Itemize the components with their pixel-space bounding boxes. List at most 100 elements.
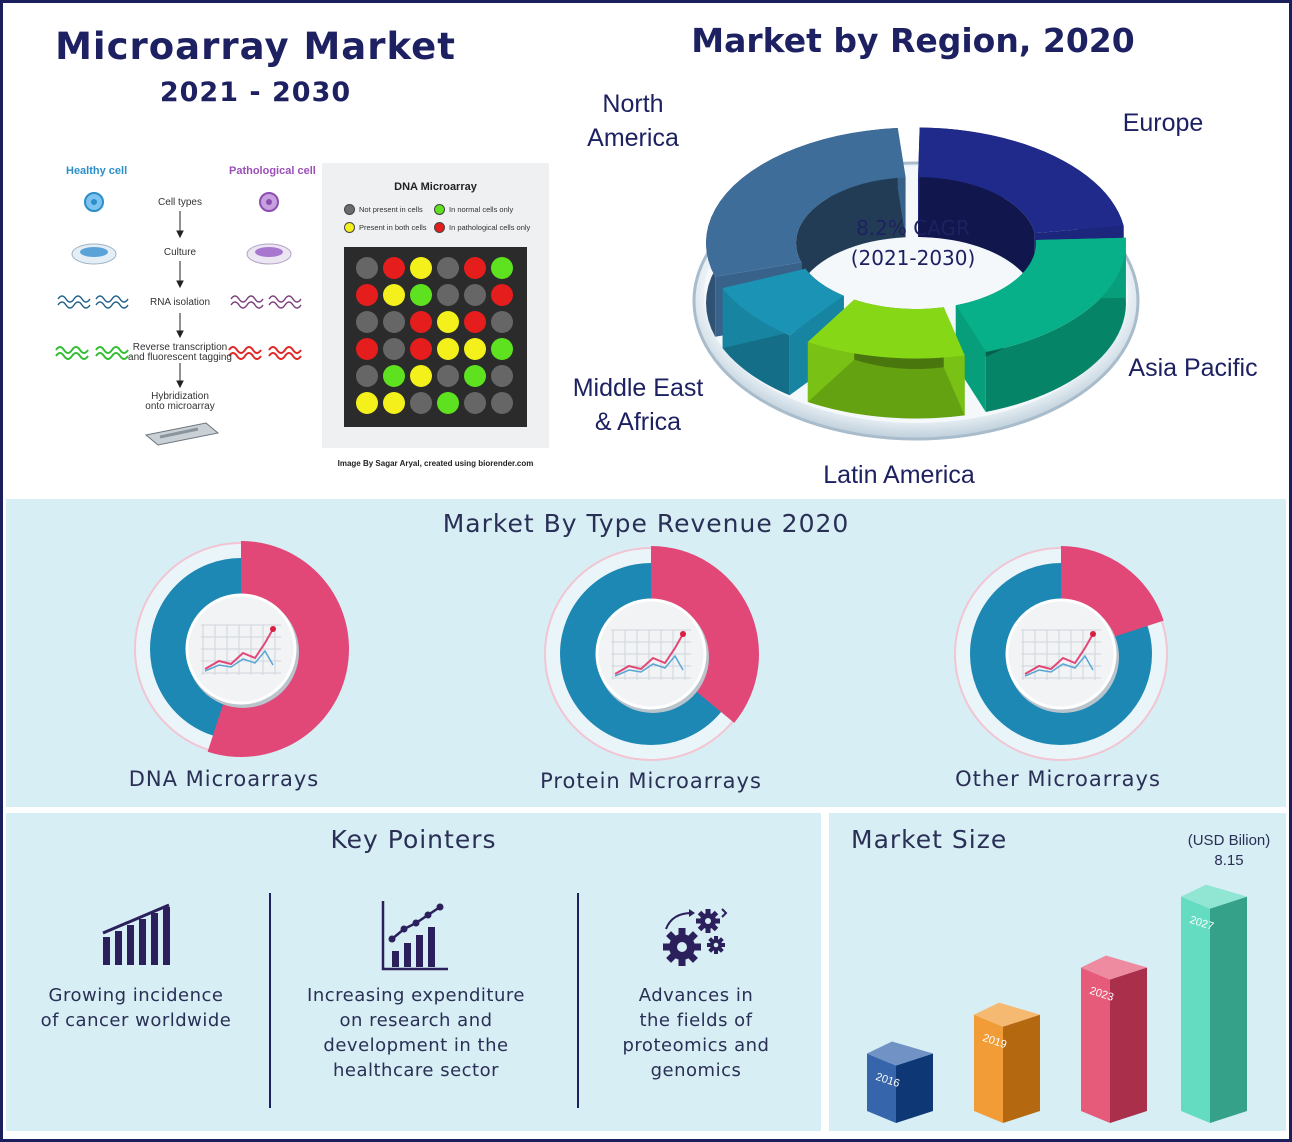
region-segment-latin-america bbox=[807, 299, 965, 419]
divider-2 bbox=[577, 893, 579, 1108]
step-fluorescent-tagging: and fluorescent tagging bbox=[128, 352, 232, 363]
trend-chart-icon bbox=[611, 629, 691, 680]
microarray-spot bbox=[491, 365, 513, 387]
image-credit: Image By Sagar Aryal, created using bior… bbox=[337, 459, 534, 468]
label-mea-line1: Middle East bbox=[572, 374, 704, 402]
green-dot-icon bbox=[434, 204, 445, 215]
step-onto-microarray: onto microarray bbox=[145, 401, 215, 412]
legend-both-label: Present in both cells bbox=[359, 223, 427, 232]
microarray-spot bbox=[464, 392, 486, 414]
pointer-1-line2: of cancer worldwide bbox=[40, 1010, 232, 1031]
dna-microarray-panel: DNA Microarray Not present in cells In n… bbox=[322, 163, 549, 448]
pointer-2-text: Increasing expenditure on research and d… bbox=[291, 983, 541, 1083]
trend-chart-icon bbox=[1021, 629, 1101, 680]
pointer-3-line1: Advances in bbox=[638, 985, 754, 1006]
key-pointers-section: Key Pointers Growing incidence of cancer… bbox=[6, 813, 821, 1131]
cell-diagram-art bbox=[55, 192, 302, 446]
legend-normal-only-label: In normal cells only bbox=[449, 205, 514, 214]
microarray-spot bbox=[410, 311, 432, 333]
market-size-bar-2019: 2019 bbox=[974, 1002, 1040, 1123]
label-mea-line2: & Africa bbox=[594, 408, 682, 436]
type-label-dna: DNA Microarrays bbox=[128, 767, 320, 791]
legend-both: Present in both cells bbox=[344, 222, 427, 233]
legend-not-present: Not present in cells bbox=[344, 204, 423, 215]
microarray-spot bbox=[491, 338, 513, 360]
market-size-bar-2023: 2023 bbox=[1081, 955, 1147, 1123]
pathological-tagged-rna-icon bbox=[228, 346, 302, 360]
microarray-spot bbox=[383, 392, 405, 414]
microarray-spot bbox=[356, 392, 378, 414]
microarray-slide-icon bbox=[144, 422, 220, 446]
microarray-spot bbox=[383, 338, 405, 360]
trend-chart-icon bbox=[201, 624, 281, 675]
page-title: Microarray Market bbox=[55, 25, 456, 68]
microarray-spot bbox=[437, 257, 459, 279]
healthy-rna-icon bbox=[57, 295, 129, 309]
microarray-spot bbox=[437, 284, 459, 306]
microarray-spot bbox=[356, 365, 378, 387]
microarray-spot bbox=[491, 311, 513, 333]
step-reverse-transcription: Reverse transcription bbox=[132, 342, 228, 353]
pathological-rna-icon bbox=[230, 295, 302, 309]
microarray-spot bbox=[464, 257, 486, 279]
legend-pathological-only-label: In pathological cells only bbox=[449, 223, 531, 232]
microarray-spot bbox=[437, 311, 459, 333]
microarray-spot bbox=[491, 392, 513, 414]
region-donut-chart bbox=[692, 127, 1140, 441]
yellow-dot-icon bbox=[344, 222, 355, 233]
pointer-1-line1: Growing incidence bbox=[48, 985, 224, 1006]
red-dot-icon bbox=[434, 222, 445, 233]
step-hybridization: Hybridization bbox=[151, 391, 209, 402]
step-rna-isolation: RNA isolation bbox=[149, 297, 211, 308]
microarray-spot bbox=[464, 311, 486, 333]
microarray-spot bbox=[464, 284, 486, 306]
microarray-spot bbox=[491, 284, 513, 306]
pointer-2-line2: on research and bbox=[339, 1010, 493, 1031]
microarray-spot bbox=[356, 257, 378, 279]
bar-chart-icon bbox=[102, 903, 170, 965]
label-north-america: North America bbox=[563, 87, 703, 155]
donut-other bbox=[954, 546, 1168, 761]
type-revenue-section: Market By Type Revenue 2020 DNA Microarr… bbox=[6, 499, 1286, 807]
step-culture: Culture bbox=[163, 247, 197, 258]
microarray-spot bbox=[383, 257, 405, 279]
microarray-spot bbox=[410, 284, 432, 306]
cell-diagram: Healthy cell Pathological cell bbox=[38, 153, 328, 453]
market-size-unit-label: (USD Bilion) bbox=[1187, 832, 1271, 849]
label-north-america-line2: America bbox=[587, 124, 679, 152]
label-asia-pacific: Asia Pacific bbox=[1128, 354, 1258, 382]
microarray-spot bbox=[491, 257, 513, 279]
dna-microarray-title: DNA Microarray bbox=[394, 181, 477, 193]
pointer-3-line4: genomics bbox=[650, 1060, 742, 1081]
microarray-spot bbox=[383, 365, 405, 387]
microarray-spot bbox=[437, 338, 459, 360]
microarray-spot bbox=[464, 338, 486, 360]
pointer-1-text: Growing incidence of cancer worldwide bbox=[11, 983, 261, 1033]
pointer-3-line3: proteomics and bbox=[622, 1035, 770, 1056]
legend-not-present-label: Not present in cells bbox=[359, 205, 423, 214]
microarray-spot bbox=[356, 338, 378, 360]
microarray-spot bbox=[356, 311, 378, 333]
pointer-2-line3: development in the bbox=[323, 1035, 509, 1056]
market-size-title: Market Size bbox=[851, 825, 1008, 854]
donut-dna bbox=[134, 541, 350, 757]
label-middle-east-africa: Middle East & Africa bbox=[558, 371, 718, 439]
pointer-3-text: Advances in the fields of proteomics and… bbox=[571, 983, 821, 1083]
market-size-bar-2027: 2027 bbox=[1181, 884, 1247, 1123]
market-size-section: Market Size (USD Bilion) 8.15 2016 2019 20… bbox=[829, 813, 1286, 1131]
pathological-cell-label: Pathological cell bbox=[229, 165, 316, 177]
microarray-spot bbox=[410, 365, 432, 387]
divider-1 bbox=[269, 893, 271, 1108]
type-label-other: Other Microarrays bbox=[955, 767, 1161, 791]
legend-normal-only: In normal cells only bbox=[434, 204, 513, 215]
region-chart-title: Market by Region, 2020 bbox=[691, 21, 1135, 60]
microarray-spot bbox=[437, 392, 459, 414]
cagr-label: 8.2% CAGR (2021-2030) bbox=[793, 213, 1033, 273]
microarray-spot bbox=[464, 365, 486, 387]
microarray-spot bbox=[410, 338, 432, 360]
legend-pathological-only: In pathological cells only bbox=[434, 222, 530, 233]
microarray-spot bbox=[410, 392, 432, 414]
healthy-cell-label: Healthy cell bbox=[66, 165, 128, 177]
microarray-spot bbox=[356, 284, 378, 306]
